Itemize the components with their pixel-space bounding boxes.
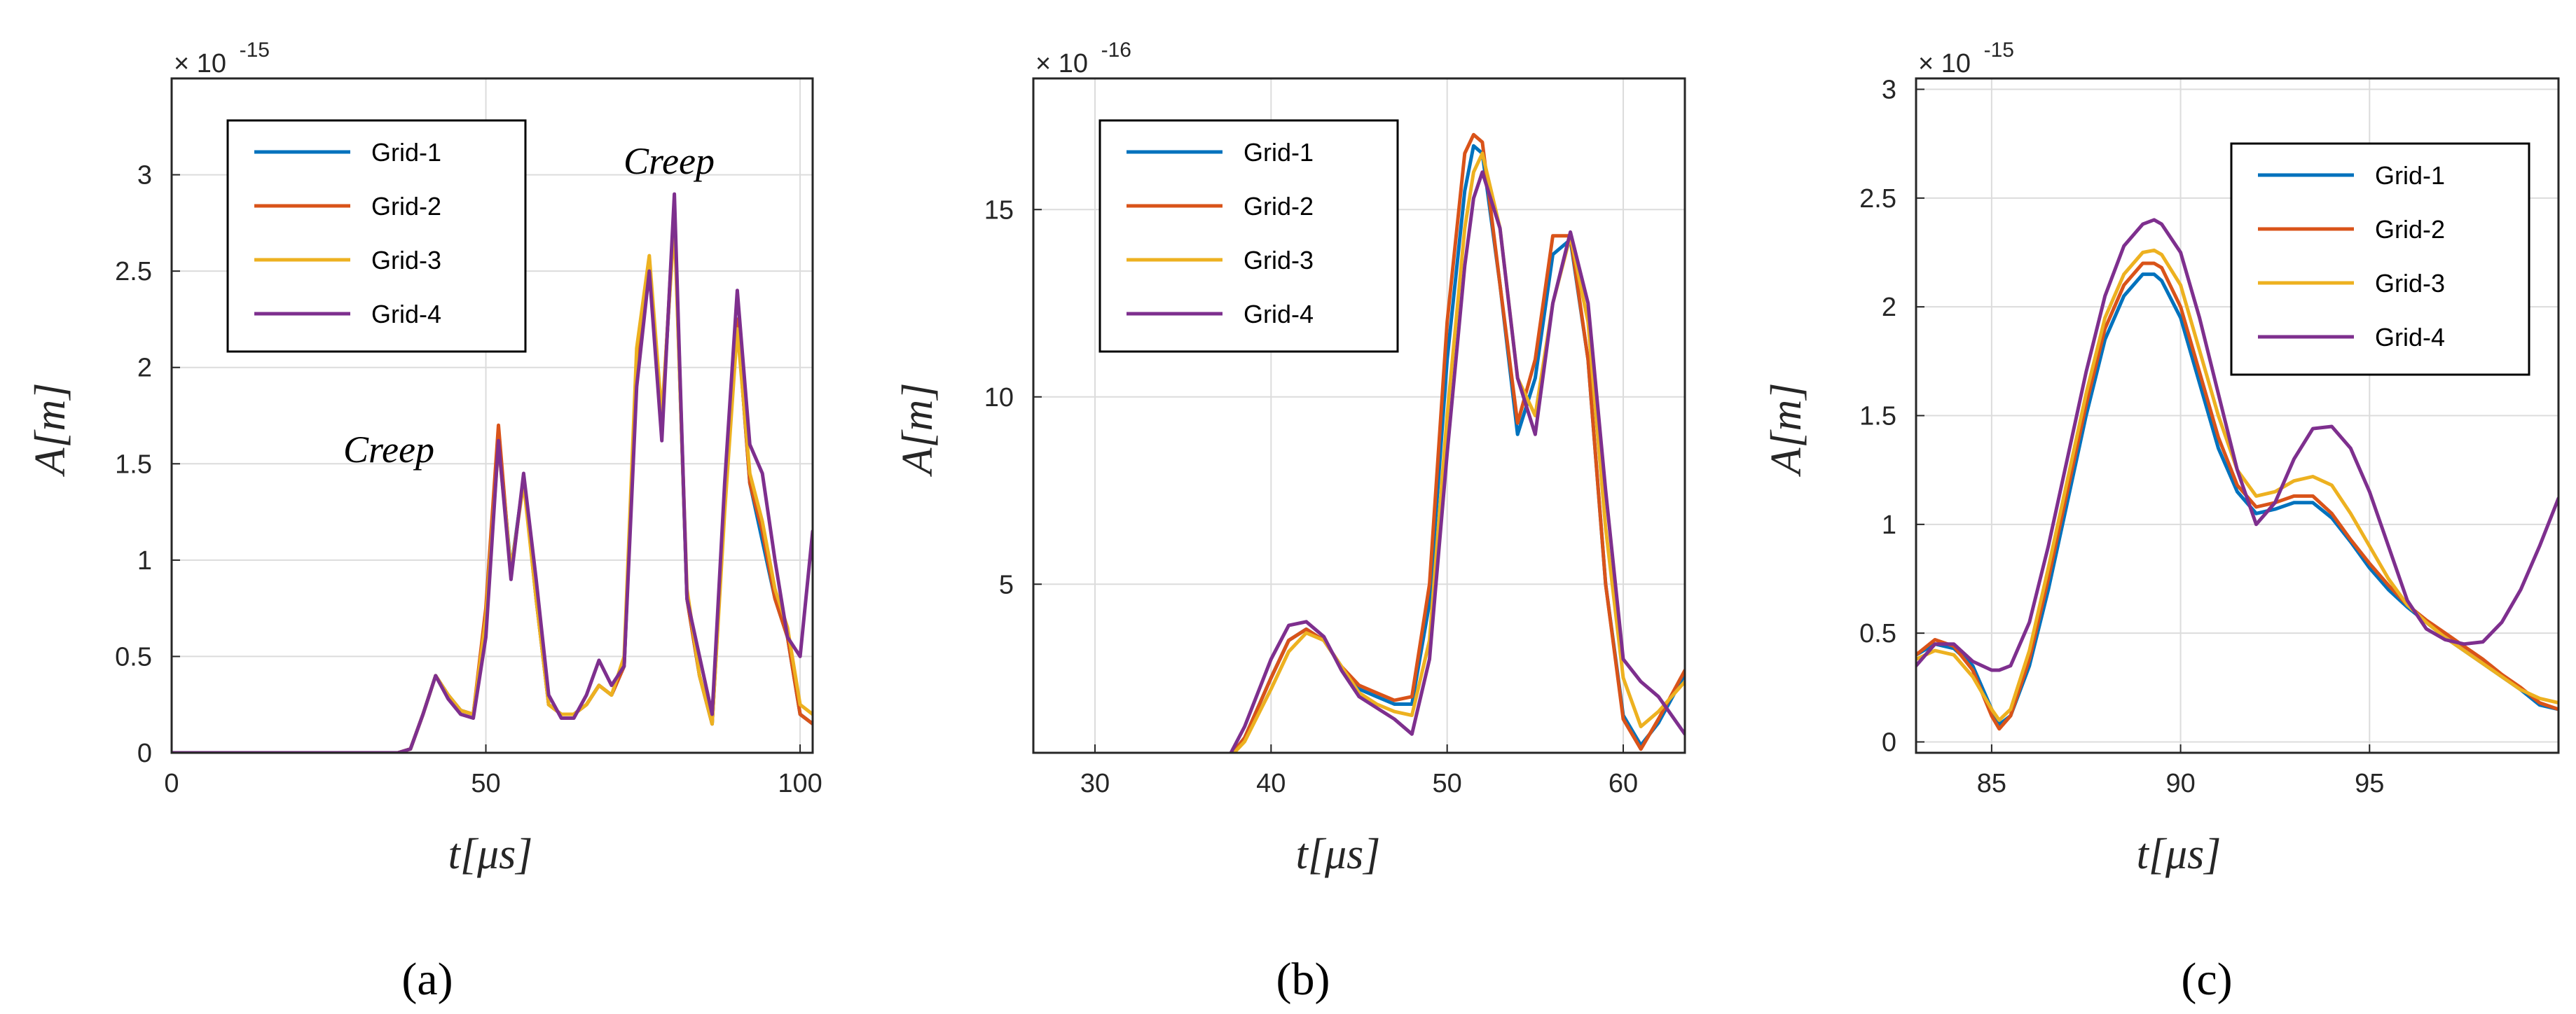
chart-c-x-ticks: 85 90 95	[1977, 744, 2384, 798]
legend-label-grid-3: Grid-3	[371, 246, 441, 275]
legend-label-grid-2: Grid-2	[2375, 215, 2445, 244]
x-tick-label: 100	[778, 769, 822, 798]
series-line-grid-4	[1916, 218, 2558, 672]
chart-a: 0 50 100 00.511.522.53 × 10 -15 Grid-1Grid…	[27, 39, 822, 1005]
x-tick-label: 50	[1433, 769, 1462, 798]
y-tick-label: 3	[137, 161, 152, 190]
y-tick-label: 10	[984, 383, 1014, 412]
chart-c-y-axis-label: A[m]	[1763, 383, 1810, 478]
chart-b-panel-label: (b)	[1276, 954, 1330, 1005]
chart-a-annotation-creep-1: Creep	[343, 429, 434, 471]
chart-b-y-ticks: 5 10 15	[984, 195, 1042, 599]
y-tick-label: 0	[1882, 728, 1896, 757]
x-tick-label: 30	[1080, 769, 1110, 798]
chart-a-legend: Grid-1 Grid-2 Grid-3 Grid-4	[226, 119, 527, 353]
chart-a-y-ticks: 0 0.5 1 1.5 2 2.5 3	[115, 161, 180, 768]
chart-b-series	[1229, 132, 1685, 753]
series-line-grid-4	[172, 192, 813, 753]
y-tick-label: 1.5	[1859, 402, 1896, 431]
x-tick-label: 0	[164, 769, 179, 798]
y-tick-label: 1	[137, 546, 152, 576]
chart-c: 85 90 95 00.511.522.53 × 10 -15 Grid-1Grid…	[1763, 39, 2560, 1005]
y-tick-label: 1	[1882, 511, 1896, 540]
chart-a-y-axis-label: A[m]	[27, 383, 74, 478]
series-line-grid-3	[1916, 248, 2558, 722]
y-tick-label: 2.5	[115, 257, 152, 286]
chart-b-x-axis-label: t[μs]	[1296, 831, 1381, 878]
legend-label-grid-4: Grid-4	[371, 300, 441, 328]
x-tick-label: 90	[2165, 769, 2195, 798]
chart-a-series	[172, 192, 813, 753]
legend-label-grid-1: Grid-1	[2375, 161, 2445, 190]
legend-label-grid-1: Grid-1	[1244, 138, 1314, 167]
series-line-grid-4	[1229, 170, 1685, 753]
chart-a-x-axis-label: t[μs]	[448, 831, 533, 878]
legend-label-grid-4: Grid-4	[2375, 323, 2445, 352]
series-line-grid-3	[1232, 151, 1685, 753]
y-tick-label: 0	[137, 739, 152, 768]
x-tick-label: 95	[2355, 769, 2384, 798]
y-tick-label: 3	[1882, 76, 1896, 105]
chart-c-y-multiplier: × 10 -15	[1918, 39, 2014, 78]
chart-b-x-ticks: 30 40 50 60	[1080, 744, 1638, 798]
x-tick-label: 60	[1609, 769, 1638, 798]
y-tick-label: 1.5	[115, 450, 152, 479]
y-tick-label: 2	[137, 354, 152, 383]
y-tick-label: 0.5	[1859, 619, 1896, 648]
y-tick-label: 0.5	[115, 642, 152, 672]
chart-a-y-multiplier: × 10 -15	[174, 39, 270, 78]
chart-c-gridlines	[1916, 78, 2558, 753]
x-tick-label: 50	[471, 769, 500, 798]
chart-c-y-ticks: 0 0.5 1 1.5 2 2.5 3	[1859, 76, 1924, 757]
chart-c-panel-label: (c)	[2181, 954, 2232, 1005]
legend-label-grid-3: Grid-3	[1244, 246, 1314, 275]
y-tick-label: 5	[999, 570, 1014, 599]
series-line-grid-2	[1916, 261, 2558, 731]
y-tick-label: 2.5	[1859, 184, 1896, 214]
legend-label-grid-2: Grid-2	[1244, 192, 1314, 221]
chart-a-x-ticks: 0 50 100	[164, 744, 822, 798]
chart-a-panel-label: (a)	[401, 954, 453, 1005]
legend-label-grid-2: Grid-2	[371, 192, 441, 221]
chart-b-y-axis-label: A[m]	[894, 383, 942, 478]
legend-label-grid-3: Grid-3	[2375, 269, 2445, 298]
x-tick-label: 85	[1977, 769, 2006, 798]
chart-b-y-multiplier: × 10 -16	[1035, 39, 1131, 78]
legend-label-grid-1: Grid-1	[371, 138, 441, 167]
chart-c-x-axis-label: t[μs]	[2137, 831, 2222, 878]
chart-b-legend: Grid-1 Grid-2 Grid-3 Grid-4	[1098, 119, 1399, 353]
chart-a-annotation-creep-2: Creep	[624, 140, 715, 182]
y-tick-label: 15	[984, 195, 1014, 225]
x-tick-label: 40	[1256, 769, 1286, 798]
chart-c-legend: Grid-1 Grid-2 Grid-3 Grid-4	[2230, 142, 2530, 376]
y-tick-label: 2	[1882, 293, 1896, 322]
series-line-grid-3	[172, 221, 813, 753]
legend-label-grid-4: Grid-4	[1244, 300, 1314, 328]
chart-a-frame	[170, 77, 814, 754]
chart-c-series	[1916, 218, 2558, 731]
chart-b-frame	[1032, 77, 1686, 754]
series-line-grid-2	[1230, 132, 1685, 753]
